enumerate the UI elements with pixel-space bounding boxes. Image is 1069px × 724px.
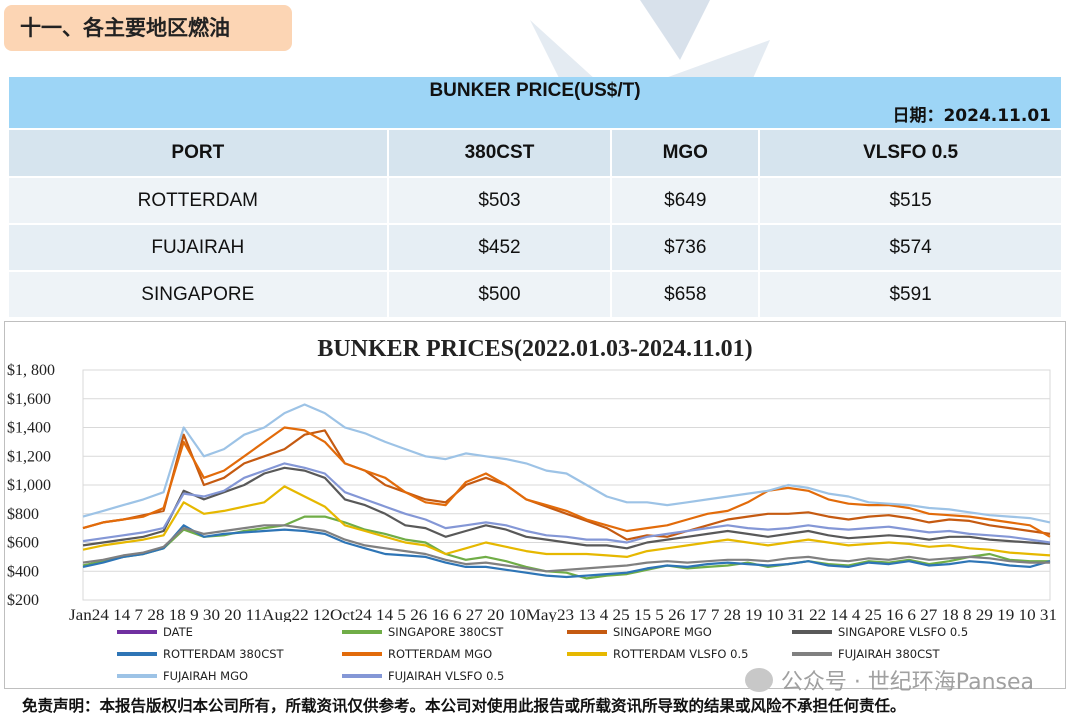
chart-legend: DATE SINGAPORE 380CST SINGAPORE MGO SINGAPO… <box>117 625 1057 685</box>
table-title: BUNKER PRICE(US$/T) <box>429 80 641 101</box>
wechat-watermark: 公众号 · 世纪环海Pansea <box>744 664 1034 696</box>
disclaimer-text: 免责声明：本报告版权归本公司所有，所载资讯仅供参考。本公司对使用此报告或所载资讯… <box>22 697 906 715</box>
legend-label: ROTTERDAM VLSFO 0.5 <box>613 647 749 661</box>
legend-item: ROTTERDAM 380CST <box>117 647 284 661</box>
y-tick-label: $1,600 <box>7 391 51 408</box>
legend-item: FUJAIRAH MGO <box>117 669 248 683</box>
legend-item: FUJAIRAH VLSFO 0.5 <box>342 669 504 683</box>
table-title-cell: BUNKER PRICE(US$/T) 日期：2024.11.01 <box>9 77 1063 130</box>
legend-swatch <box>342 674 382 678</box>
date-label: 日期：2024.11.01 <box>892 106 1051 126</box>
y-tick-label: $400 <box>7 563 39 580</box>
header-380cst: 380CST <box>387 129 613 178</box>
series-line-singapore-mgo <box>82 429 1051 541</box>
price-cell: $515 <box>759 177 1063 225</box>
wechat-account-label: 公众号 · 世纪环海Pansea <box>780 670 1034 695</box>
header-mgo: MGO <box>611 129 761 178</box>
price-cell: $503 <box>387 177 613 225</box>
price-cell: $500 <box>387 271 613 319</box>
y-tick-label: $1, 800 <box>7 362 55 379</box>
legend-swatch <box>342 652 382 656</box>
series-line-rotterdam-380cst <box>82 524 1051 579</box>
legend-swatch <box>117 652 157 656</box>
legend-label: SINGAPORE MGO <box>613 625 712 639</box>
series-line-rotterdam-vlsfo-0-5 <box>82 485 1051 558</box>
y-tick-label: $1,200 <box>7 448 51 465</box>
legend-label: FUJAIRAH VLSFO 0.5 <box>388 669 505 683</box>
legend-swatch <box>342 630 382 634</box>
x-tick-labels: Jan24 14 7 28 18 9 30 20 11Aug22 12Oct24… <box>69 607 1057 622</box>
legend-label: ROTTERDAM MGO <box>388 647 493 661</box>
header-port: PORT <box>9 129 389 178</box>
table-row: ROTTERDAM $503 $649 $515 <box>9 177 1063 225</box>
legend-swatch <box>117 630 157 634</box>
series-line-singapore-vlsfo-0-5 <box>82 466 1051 550</box>
y-tick-label: $1,400 <box>7 420 51 437</box>
series-line-rotterdam-mgo <box>82 426 1051 538</box>
y-tick-label: $600 <box>7 535 39 552</box>
legend-swatch <box>117 674 157 678</box>
section-title: 十一、各主要地区燃油 <box>4 5 292 51</box>
price-cell: $574 <box>759 224 1063 272</box>
chart-title: BUNKER PRICES(2022.01.03-2024.11.01) <box>317 336 753 362</box>
price-cell: $591 <box>759 271 1063 319</box>
y-tick-label: $800 <box>7 506 39 523</box>
y-tick-label: $1,000 <box>7 477 51 494</box>
series-line-fujairah-380cst <box>82 524 1050 573</box>
price-cell: $649 <box>611 177 761 225</box>
port-cell: SINGAPORE <box>9 271 389 319</box>
price-cell: $452 <box>387 224 613 272</box>
table-row: SINGAPORE $500 $658 $591 <box>9 271 1063 319</box>
y-tick-label: $200 <box>7 592 39 609</box>
legend-item: SINGAPORE 380CST <box>342 625 503 639</box>
port-cell: FUJAIRAH <box>9 224 389 272</box>
legend-item: DATE <box>117 625 193 639</box>
legend-label: FUJAIRAH MGO <box>163 669 249 683</box>
legend-swatch <box>792 630 832 634</box>
legend-label: SINGAPORE 380CST <box>388 625 504 639</box>
series-line-singapore-380cst <box>82 515 1050 580</box>
chart-plot-area: $200 $400 $600 $800 $1,000 $1,200 $1,400 $1,600… <box>7 362 1057 622</box>
legend-item: ROTTERDAM VLSFO 0.5 <box>567 647 748 661</box>
price-cell: $658 <box>611 271 761 319</box>
series-line-fujairah-vlsfo-0-5 <box>82 462 1051 544</box>
legend-swatch <box>567 652 607 656</box>
legend-swatch <box>792 652 832 656</box>
legend-label: DATE <box>163 625 193 639</box>
legend-item: SINGAPORE VLSFO 0.5 <box>792 625 968 639</box>
port-cell: ROTTERDAM <box>9 177 389 225</box>
header-vlsfo: VLSFO 0.5 <box>759 129 1063 178</box>
legend-item: SINGAPORE MGO <box>567 625 712 639</box>
price-cell: $736 <box>611 224 761 272</box>
table-row: FUJAIRAH $452 $736 $574 <box>9 224 1063 272</box>
bunker-price-table: BUNKER PRICE(US$/T) 日期：2024.11.01 PORT 3… <box>9 77 1063 319</box>
legend-item: FUJAIRAH 380CST <box>792 647 939 661</box>
bunker-prices-chart: BUNKER PRICES(2022.01.03-2024.11.01) $20… <box>4 321 1066 689</box>
series-line-fujairah-mgo <box>82 403 1051 524</box>
legend-item: ROTTERDAM MGO <box>342 647 492 661</box>
legend-swatch <box>567 630 607 634</box>
legend-label: FUJAIRAH 380CST <box>838 647 940 661</box>
legend-label: ROTTERDAM 380CST <box>163 647 284 661</box>
legend-label: SINGAPORE VLSFO 0.5 <box>838 625 969 639</box>
wechat-icon <box>744 668 773 692</box>
